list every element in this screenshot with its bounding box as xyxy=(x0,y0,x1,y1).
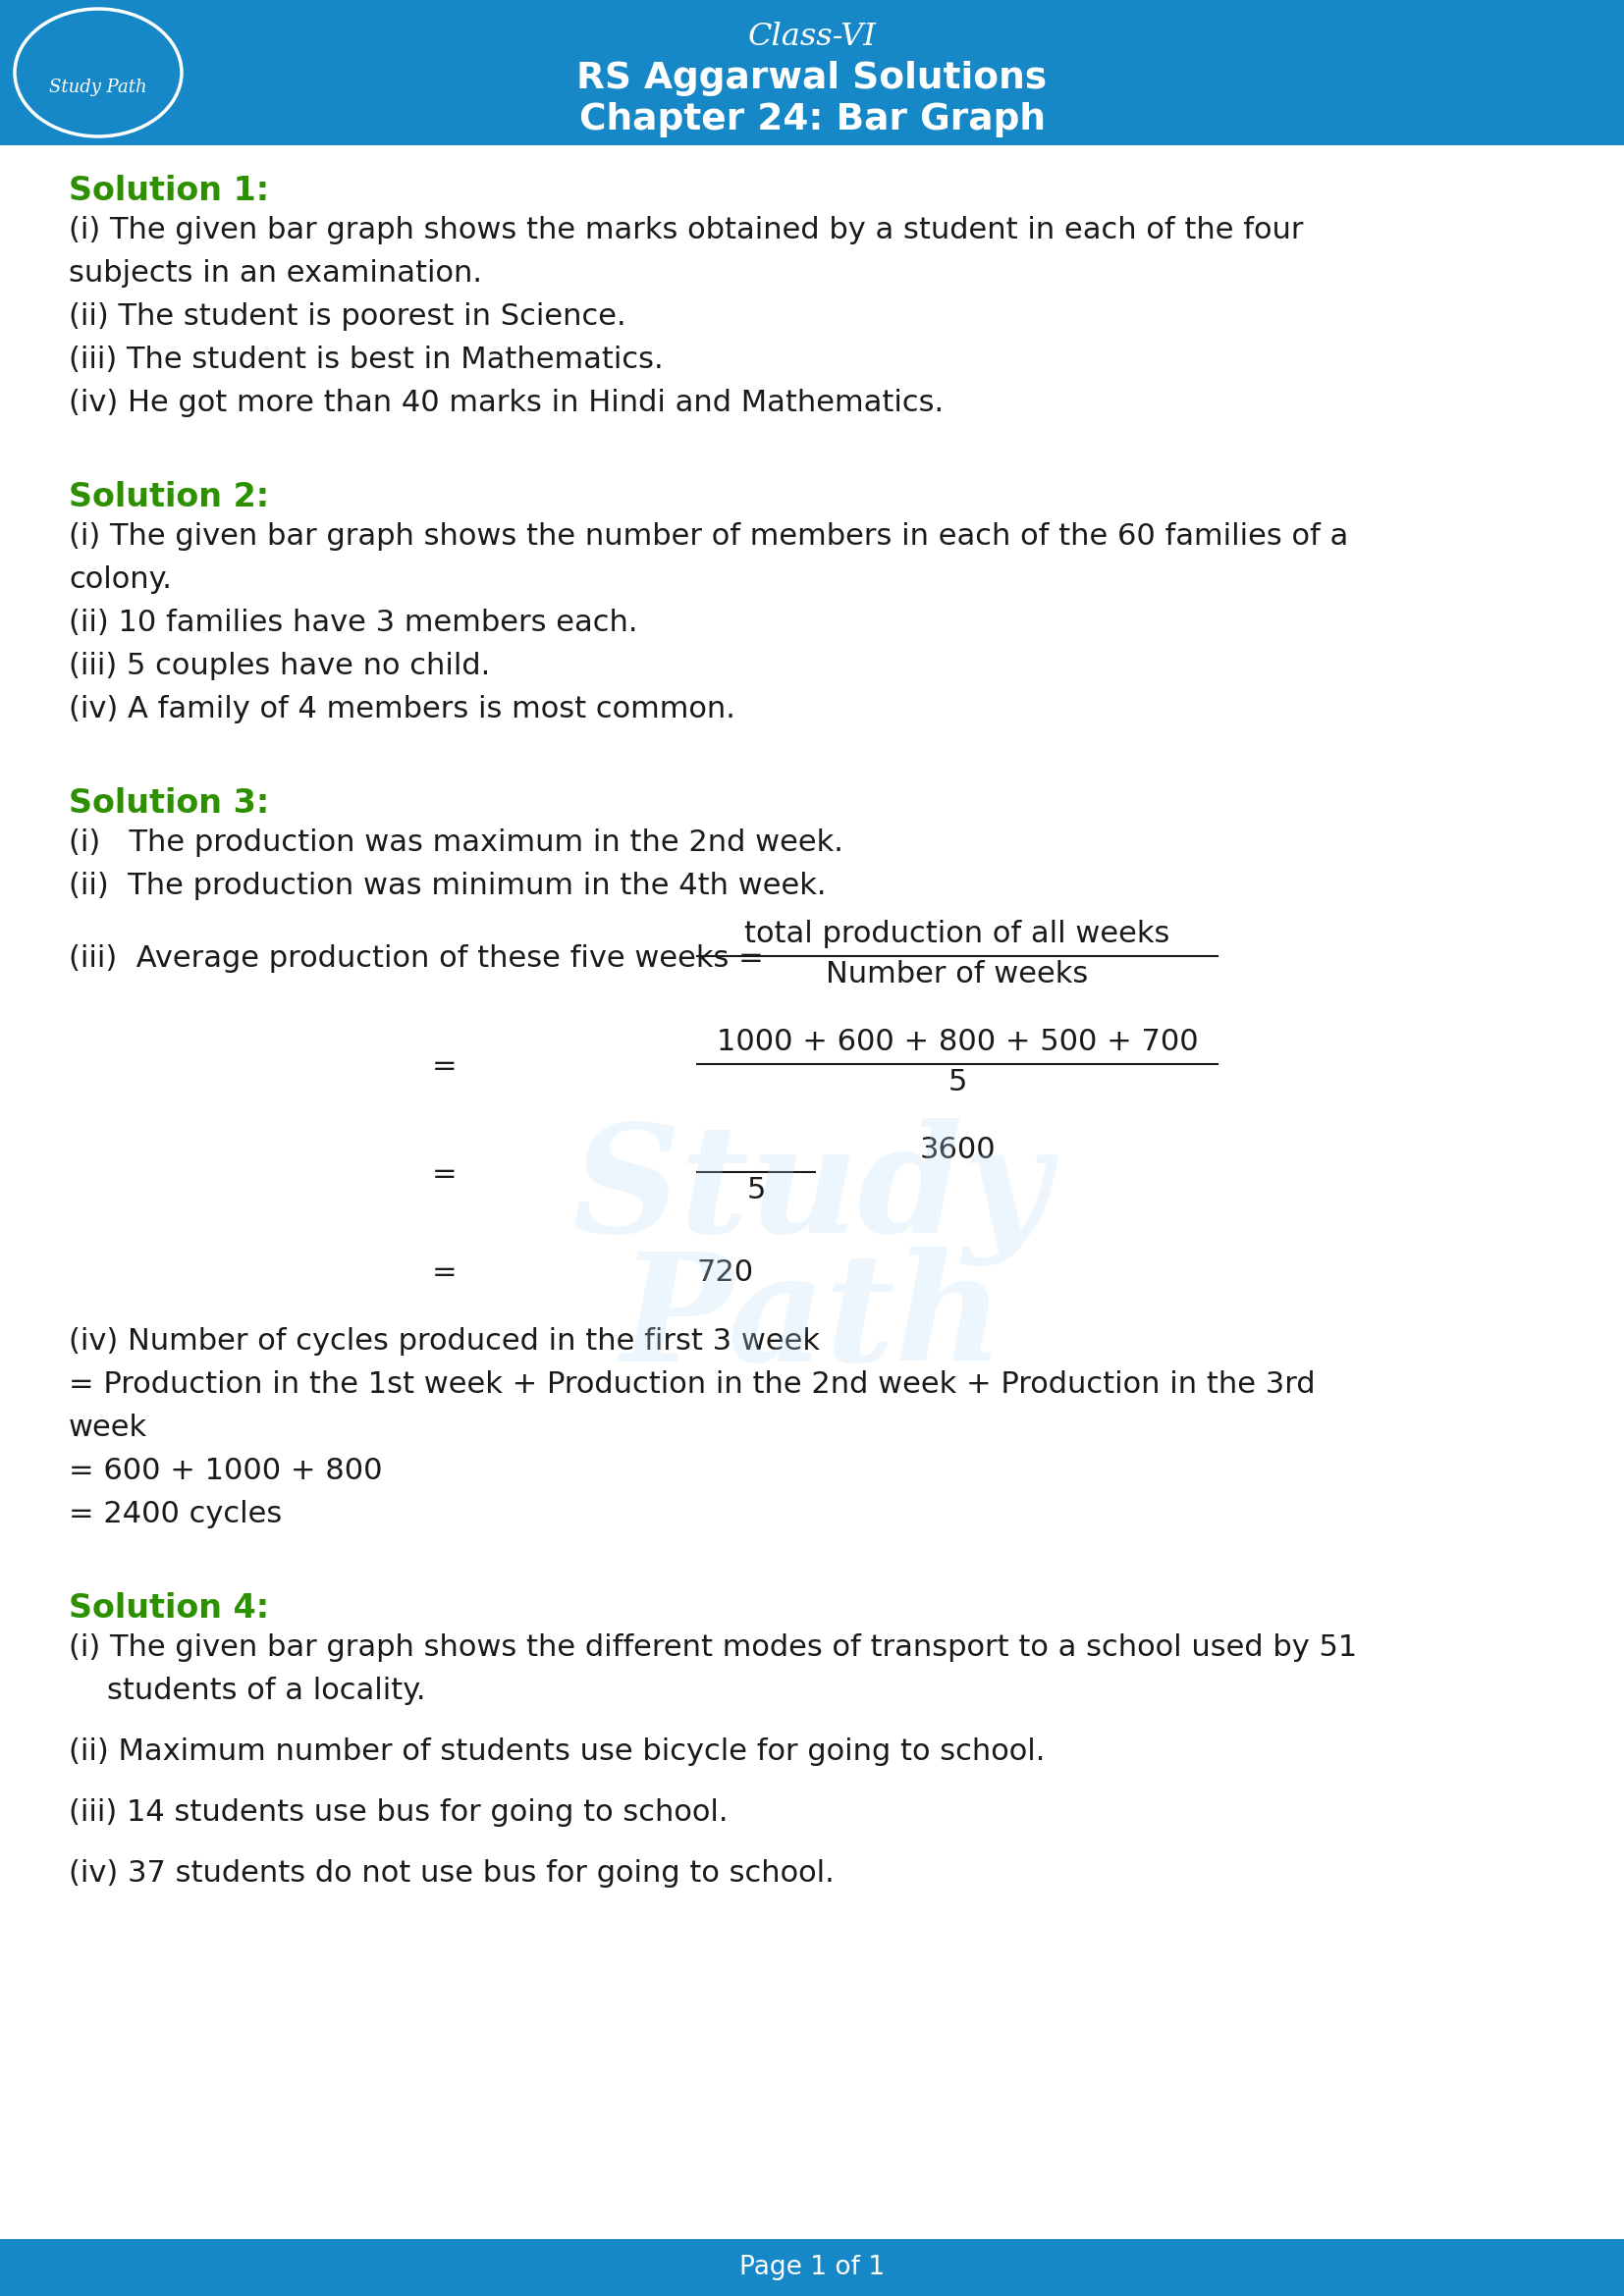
Text: 720: 720 xyxy=(697,1258,754,1286)
Text: (iii) 5 couples have no child.: (iii) 5 couples have no child. xyxy=(68,652,490,680)
Text: students of a locality.: students of a locality. xyxy=(68,1676,425,1706)
Text: (i) The given bar graph shows the number of members in each of the 60 families o: (i) The given bar graph shows the number… xyxy=(68,521,1348,551)
Text: (iv) Number of cycles produced in the first 3 week: (iv) Number of cycles produced in the fi… xyxy=(68,1327,820,1355)
Text: = Production in the 1st week + Production in the 2nd week + Production in the 3r: = Production in the 1st week + Productio… xyxy=(68,1371,1315,1398)
Text: =: = xyxy=(432,1052,458,1081)
Text: subjects in an examination.: subjects in an examination. xyxy=(68,259,482,287)
Text: (iv) A family of 4 members is most common.: (iv) A family of 4 members is most commo… xyxy=(68,696,736,723)
Text: Solution 2:: Solution 2: xyxy=(68,480,270,514)
Text: (i) The given bar graph shows the different modes of transport to a school used : (i) The given bar graph shows the differ… xyxy=(68,1632,1358,1662)
Text: RS Aggarwal Solutions: RS Aggarwal Solutions xyxy=(577,62,1047,96)
Text: =: = xyxy=(432,1258,458,1286)
Text: = 600 + 1000 + 800: = 600 + 1000 + 800 xyxy=(68,1456,382,1486)
Text: (ii) The student is poorest in Science.: (ii) The student is poorest in Science. xyxy=(68,303,627,331)
Text: (iv) He got more than 40 marks in Hindi and Mathematics.: (iv) He got more than 40 marks in Hindi … xyxy=(68,388,944,418)
Text: Solution 3:: Solution 3: xyxy=(68,788,270,820)
Text: (iv) 37 students do not use bus for going to school.: (iv) 37 students do not use bus for goin… xyxy=(68,1860,835,1887)
Text: Chapter 24: Bar Graph: Chapter 24: Bar Graph xyxy=(578,101,1046,138)
Text: Page 1 of 1: Page 1 of 1 xyxy=(739,2255,885,2280)
Text: 3600: 3600 xyxy=(919,1137,996,1164)
Text: Path: Path xyxy=(620,1247,1004,1394)
Text: (ii) Maximum number of students use bicycle for going to school.: (ii) Maximum number of students use bicy… xyxy=(68,1738,1046,1766)
Text: colony.: colony. xyxy=(68,565,172,595)
Text: (iii) 14 students use bus for going to school.: (iii) 14 students use bus for going to s… xyxy=(68,1798,728,1828)
Text: (i)   The production was maximum in the 2nd week.: (i) The production was maximum in the 2n… xyxy=(68,829,843,856)
Text: (iii)  Average production of these five weeks =: (iii) Average production of these five w… xyxy=(68,944,763,974)
Text: 5: 5 xyxy=(948,1068,966,1097)
Text: = 2400 cycles: = 2400 cycles xyxy=(68,1499,283,1529)
Text: total production of all weeks: total production of all weeks xyxy=(744,921,1169,948)
Text: Number of weeks: Number of weeks xyxy=(827,960,1088,990)
Text: Study: Study xyxy=(573,1118,1051,1267)
Text: 5: 5 xyxy=(747,1176,765,1205)
Text: Solution 4:: Solution 4: xyxy=(68,1591,270,1626)
Text: (iii) The student is best in Mathematics.: (iii) The student is best in Mathematics… xyxy=(68,344,663,374)
Text: Solution 1:: Solution 1: xyxy=(68,174,270,207)
Bar xyxy=(0,0,1624,145)
Text: =: = xyxy=(432,1159,458,1189)
Text: Class-VI: Class-VI xyxy=(747,21,877,53)
Text: Study Path: Study Path xyxy=(49,78,148,96)
Text: (ii)  The production was minimum in the 4th week.: (ii) The production was minimum in the 4… xyxy=(68,872,827,900)
Text: (i) The given bar graph shows the marks obtained by a student in each of the fou: (i) The given bar graph shows the marks … xyxy=(68,216,1304,243)
Text: 1000 + 600 + 800 + 500 + 700: 1000 + 600 + 800 + 500 + 700 xyxy=(716,1029,1199,1056)
Bar xyxy=(0,2239,1624,2296)
Text: week: week xyxy=(68,1414,148,1442)
Text: (ii) 10 families have 3 members each.: (ii) 10 families have 3 members each. xyxy=(68,608,638,636)
